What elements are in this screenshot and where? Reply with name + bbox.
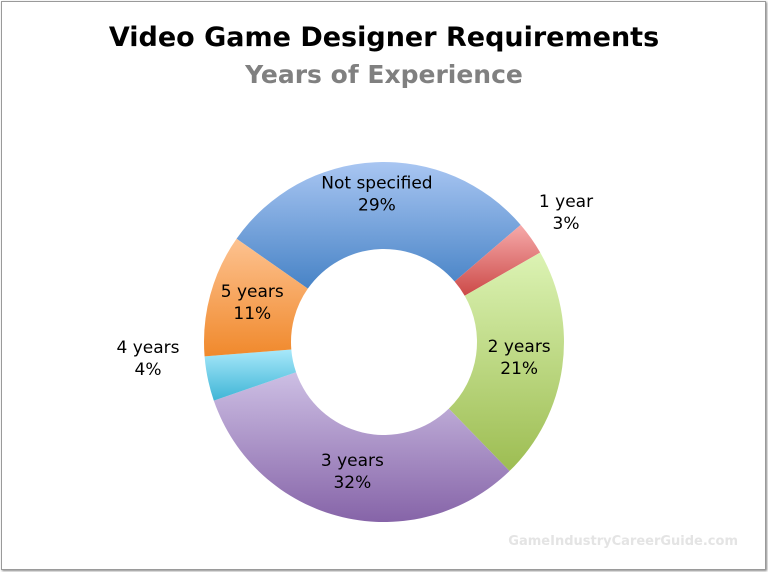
slice-label: 3 years bbox=[321, 451, 384, 471]
slice-value-label: 32% bbox=[333, 473, 371, 493]
slice-not-specified bbox=[236, 161, 521, 289]
slice-value-label: 3% bbox=[553, 214, 580, 234]
slice-4-years bbox=[204, 349, 297, 401]
slice-5-years bbox=[204, 238, 308, 357]
slice-label: 1 year bbox=[539, 192, 593, 212]
slice-label: 4 years bbox=[116, 338, 179, 358]
slice-label: 5 years bbox=[221, 282, 284, 302]
slice-value-label: 11% bbox=[233, 304, 271, 324]
chart-title: Video Game Designer Requirements bbox=[108, 22, 660, 53]
chart-subtitle: Years of Experience bbox=[245, 60, 523, 89]
slice-1-year bbox=[454, 224, 541, 296]
slice-label: 2 years bbox=[488, 337, 551, 357]
slice-2-years bbox=[448, 252, 564, 472]
slice-label: Not specified bbox=[321, 174, 432, 194]
slice-3-years bbox=[213, 372, 510, 522]
slice-value-label: 4% bbox=[135, 360, 162, 380]
watermark: GameIndustryCareerGuide.com bbox=[508, 534, 738, 549]
slice-value-label: 29% bbox=[358, 196, 396, 216]
slice-value-label: 21% bbox=[500, 359, 538, 379]
